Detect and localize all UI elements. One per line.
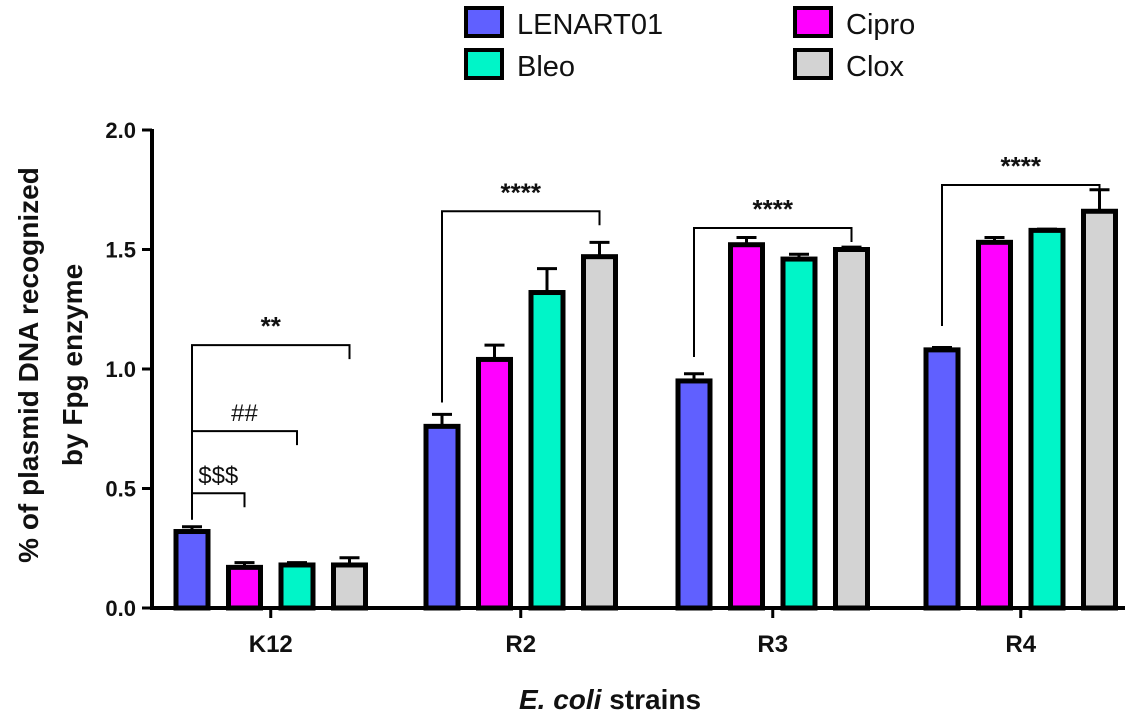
legend-label: Cipro xyxy=(846,9,915,41)
bar-bleo-r2 xyxy=(528,290,566,611)
y-tick-label: 0.5 xyxy=(105,477,136,502)
significance-bracket xyxy=(441,210,601,403)
x-tick-label: R4 xyxy=(1005,631,1036,658)
significance-label: **** xyxy=(753,194,794,224)
bar-lenart01-k12 xyxy=(173,529,211,611)
y-axis-label-line-1: % of plasmid DNA recognized xyxy=(13,167,44,563)
legend-swatch xyxy=(793,6,833,38)
significance-bracket xyxy=(191,492,246,520)
bars xyxy=(173,188,1118,611)
x-tick-label: R2 xyxy=(505,631,536,658)
legend-label: LENART01 xyxy=(517,9,663,41)
y-tick-label: 0.0 xyxy=(105,596,136,621)
legend: LENART01 Cipro Bleo Clox xyxy=(464,6,915,83)
bar-bleo-k12 xyxy=(278,562,316,611)
significance-label: ** xyxy=(261,311,282,341)
legend-label: Bleo xyxy=(517,51,575,83)
bar-clox-r4 xyxy=(1081,208,1118,611)
x-axis-label-italic: E. coli xyxy=(519,684,603,715)
bar-clox-r2 xyxy=(581,254,618,611)
significance-label: $$$ xyxy=(198,462,238,489)
significance-annotations: $$$##************** xyxy=(191,151,1101,520)
bar-clox-k12 xyxy=(331,562,368,611)
significance-bracket xyxy=(693,226,853,358)
x-axis-label-rest: strains xyxy=(601,684,701,715)
bar-cipro-r3 xyxy=(728,242,765,611)
significance-bracket xyxy=(191,344,351,520)
x-tick-label: K12 xyxy=(249,631,293,658)
bar-lenart01-r4 xyxy=(923,347,961,611)
y-tick-label: 1.5 xyxy=(105,238,136,263)
bar-bleo-r3 xyxy=(780,256,818,611)
x-tick-label: R3 xyxy=(757,631,788,658)
y-axis-label: % of plasmid DNA recognized by Fpg enzym… xyxy=(13,167,88,563)
significance-bracket xyxy=(941,183,1101,326)
legend-swatch xyxy=(793,48,833,80)
bar-lenart01-r3 xyxy=(675,378,713,611)
bar-clox-r3 xyxy=(833,247,870,611)
bar-lenart01-r2 xyxy=(423,423,461,611)
x-axis-label: E. coli strains xyxy=(519,684,701,715)
y-tick-label: 1.0 xyxy=(105,357,136,382)
legend-swatch xyxy=(464,6,504,38)
bar-bleo-r4 xyxy=(1028,227,1066,611)
bar-cipro-r2 xyxy=(476,356,513,611)
y-tick-label: 2.0 xyxy=(105,118,136,143)
significance-label: **** xyxy=(501,177,542,207)
bar-cipro-r4 xyxy=(976,239,1013,611)
legend-label: Clox xyxy=(846,51,905,83)
y-axis-label-line-2: by Fpg enzyme xyxy=(57,264,88,466)
legend-swatch xyxy=(464,48,504,80)
significance-label: **** xyxy=(1001,151,1042,181)
bar-cipro-k12 xyxy=(226,564,263,611)
significance-label: ## xyxy=(231,400,258,427)
